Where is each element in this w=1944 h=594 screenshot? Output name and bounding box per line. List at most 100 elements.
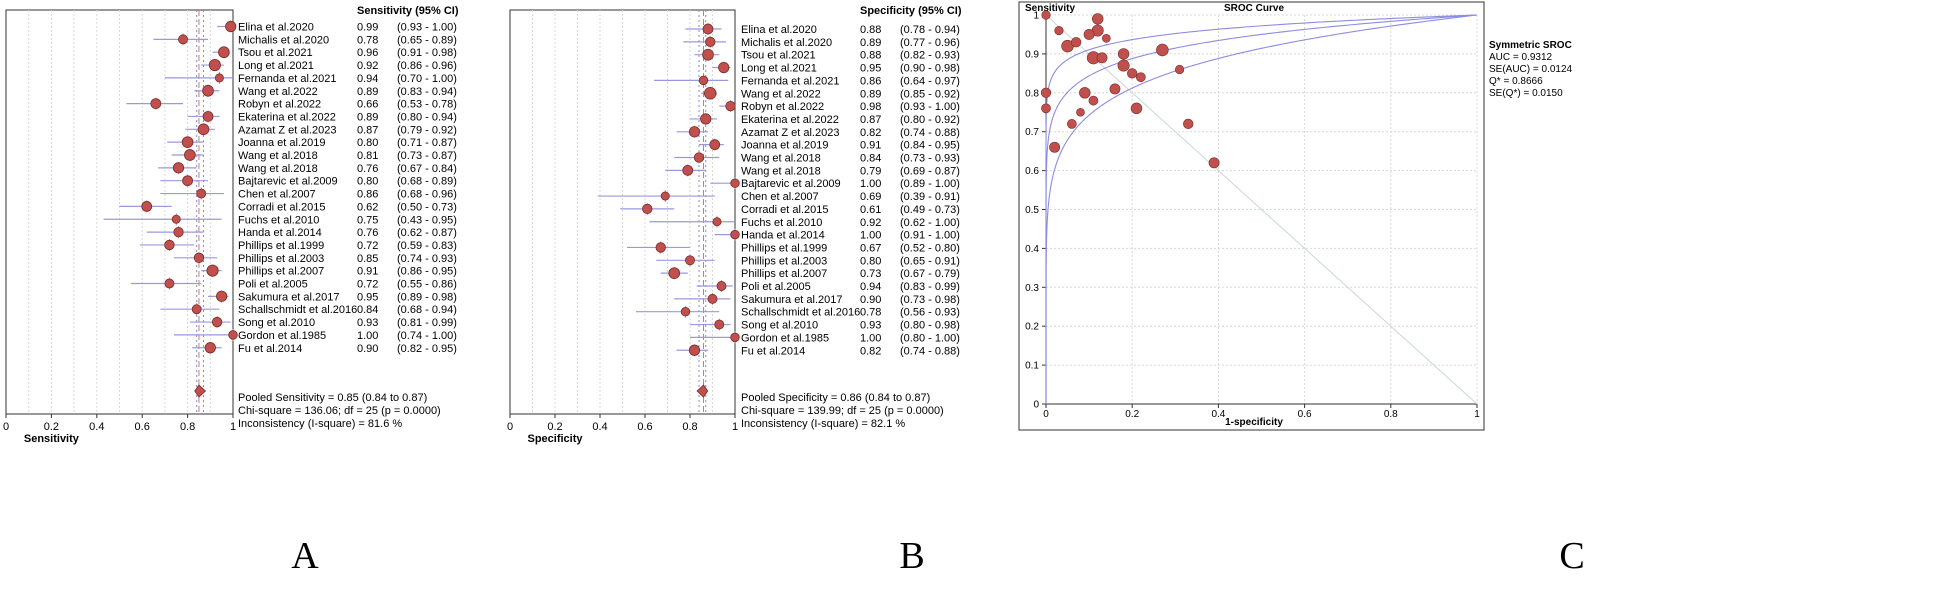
y-tick-label: 0.1 <box>1025 361 1039 372</box>
study-name: Chen et al.2007 <box>238 189 316 201</box>
y-tick-label: 0.3 <box>1025 283 1039 294</box>
x-tick-label: 0.6 <box>637 421 652 433</box>
study-estimate: 0.85 <box>357 253 378 265</box>
study-estimate: 0.75 <box>357 214 378 226</box>
study-point <box>1130 102 1143 115</box>
study-estimate: 0.87 <box>860 114 881 126</box>
study-point <box>164 239 175 251</box>
study-ci: (0.89 - 1.00) <box>900 178 960 190</box>
study-estimate: 0.86 <box>860 75 881 87</box>
study-point <box>730 332 740 343</box>
study-name: Fuchs et al.2010 <box>238 214 319 226</box>
study-estimate: 0.76 <box>357 227 378 239</box>
reference-line <box>1045 14 1478 405</box>
study-estimate: 0.72 <box>357 240 378 252</box>
study-point <box>216 290 228 302</box>
study-estimate: 0.80 <box>860 255 881 267</box>
study-point <box>707 293 718 304</box>
study-name: Joanna et al.2019 <box>238 137 325 149</box>
study-estimate: 0.88 <box>860 50 881 62</box>
study-name: Michalis et al.2020 <box>741 37 832 49</box>
study-estimate: 0.90 <box>357 343 378 355</box>
study-ci: (0.81 - 0.99) <box>397 317 457 329</box>
study-ci: (0.74 - 0.93) <box>397 253 457 265</box>
study-name: Bajtarevic et al.2009 <box>238 176 338 188</box>
study-point <box>228 330 238 340</box>
legend-line: AUC = 0.9312 <box>1489 52 1553 63</box>
study-point <box>1208 157 1220 169</box>
study-point <box>173 226 184 238</box>
study-ci: (0.56 - 0.93) <box>900 307 960 319</box>
y-tick-label: 0.6 <box>1025 166 1039 177</box>
study-point <box>178 34 189 45</box>
chart-title: SROC Curve <box>1224 3 1284 14</box>
study-name: Gordon et al.1985 <box>741 332 829 344</box>
study-ci: (0.80 - 0.94) <box>397 111 457 123</box>
study-point <box>1127 68 1138 79</box>
x-tick-label: 0.2 <box>44 421 59 433</box>
study-point <box>1041 103 1051 114</box>
study-point <box>182 175 193 187</box>
study-estimate: 0.93 <box>357 317 378 329</box>
study-estimate: 0.81 <box>357 150 378 162</box>
study-point <box>655 242 666 253</box>
y-tick-label: 0.4 <box>1025 244 1039 255</box>
study-point <box>688 126 701 138</box>
plot-frame <box>1018 1 1485 431</box>
study-name: Fernanda et al.2021 <box>741 75 839 87</box>
study-name: Tsou et al.2021 <box>238 47 313 59</box>
study-point <box>668 267 681 279</box>
study-ci: (0.73 - 0.98) <box>900 294 960 306</box>
y-tick-label: 0.5 <box>1025 205 1039 216</box>
study-estimate: 0.80 <box>357 176 378 188</box>
study-ci: (0.85 - 0.92) <box>900 88 960 100</box>
x-axis-label: Specificity <box>527 433 583 445</box>
x-tick-label: 0.8 <box>1384 409 1398 420</box>
study-name: Sakumura et al.2017 <box>238 291 340 303</box>
column-header: Specificity (95% CI) <box>860 5 962 17</box>
study-name: Robyn et al.2022 <box>741 101 824 113</box>
study-name: Joanna et al.2019 <box>741 140 828 152</box>
study-name: Fernanda et al.2021 <box>238 73 336 85</box>
study-point <box>685 255 695 266</box>
study-ci: (0.52 - 0.80) <box>900 242 960 254</box>
study-name: Long et al.2021 <box>741 63 817 75</box>
study-point <box>150 98 162 109</box>
study-estimate: 1.00 <box>860 178 881 190</box>
study-estimate: 0.91 <box>357 266 378 278</box>
x-tick-label: 1 <box>1474 409 1480 420</box>
study-point <box>1135 72 1146 83</box>
study-point <box>172 162 185 174</box>
study-estimate: 1.00 <box>860 230 881 242</box>
study-ci: (0.50 - 0.73) <box>397 201 457 213</box>
study-name: Ekaterina et al.2022 <box>741 114 839 126</box>
study-ci: (0.89 - 0.98) <box>397 291 457 303</box>
study-name: Schallschmidt et al.2016 <box>741 307 860 319</box>
study-estimate: 0.92 <box>860 217 881 229</box>
study-point <box>705 36 716 48</box>
study-point <box>716 281 727 291</box>
study-point <box>164 278 175 289</box>
study-estimate: 0.84 <box>860 153 881 165</box>
study-point <box>714 319 725 330</box>
study-name: Corradi et al.2015 <box>238 201 325 213</box>
study-ci: (0.68 - 0.96) <box>397 189 457 201</box>
study-ci: (0.73 - 0.93) <box>900 153 960 165</box>
study-point <box>1175 64 1185 75</box>
x-tick-label: 0.6 <box>1298 409 1312 420</box>
study-name: Elina et al.2020 <box>238 22 314 34</box>
study-ci: (0.91 - 0.98) <box>397 47 457 59</box>
y-tick-label: 0.8 <box>1025 88 1039 99</box>
summary-line: Pooled Specificity = 0.86 (0.84 to 0.87) <box>741 392 930 404</box>
x-tick-label: 1 <box>732 421 738 433</box>
study-point <box>1183 118 1194 130</box>
study-point <box>712 217 722 227</box>
study-point <box>709 139 721 151</box>
study-ci: (0.59 - 0.83) <box>397 240 457 252</box>
study-name: Azamat Z et al.2023 <box>238 124 336 136</box>
study-ci: (0.74 - 0.88) <box>900 345 960 357</box>
forest-plot-specificity: 0 0.2 0.4 0.6 0.8 1 Specificity Specificity (95… <box>507 5 962 445</box>
study-point <box>700 113 712 125</box>
summary-line: Chi-square = 139.99; df = 25 (p = 0.0000… <box>741 405 944 417</box>
